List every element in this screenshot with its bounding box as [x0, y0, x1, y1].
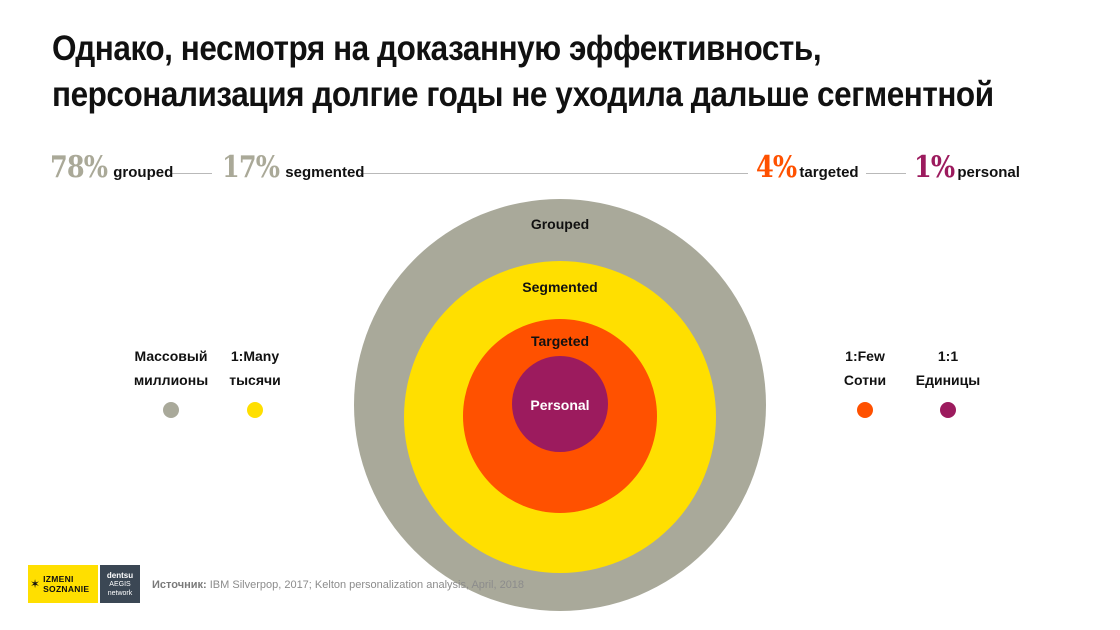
stat-personal-pct: 1%: [914, 150, 955, 185]
dentsu-aegis-logo: dentsu AEGIS network: [100, 565, 140, 603]
legend-few-line1: 1:Few: [845, 348, 885, 364]
stat-segmented-pct: 17%: [222, 150, 280, 185]
brand-mark-icon: ✶: [30, 577, 41, 591]
legend-mass-line2: миллионы: [133, 372, 209, 388]
legend-many: 1:Many тысячи: [222, 344, 288, 418]
legend-many-line1: 1:Many: [230, 348, 280, 364]
legend-one-line1: 1:1: [937, 348, 959, 364]
ring-label-segmented: Segmented: [522, 279, 598, 295]
stat-personal-label: personal: [957, 164, 1020, 181]
izmeni-soznanie-logo: ✶ IZMENI SOZNANIE: [28, 565, 98, 603]
ring-label-personal: Personal: [530, 397, 590, 413]
legend-many-dot: [247, 402, 263, 418]
stat-targeted-label: targeted: [799, 164, 859, 181]
ring-label-targeted: Targeted: [530, 333, 590, 349]
stat-grouped: 78% grouped: [50, 150, 173, 185]
stat-connector: [360, 173, 748, 174]
legend-mass-line1: Массовый: [134, 348, 208, 364]
stat-segmented: 17% segmented: [222, 150, 364, 185]
logo1-text: IZMENI SOZNANIE: [43, 574, 90, 594]
legend-few-dot: [857, 402, 873, 418]
stat-connector: [172, 173, 212, 174]
footer: ✶ IZMENI SOZNANIE dentsu AEGIS network И…: [0, 565, 1120, 605]
legend-mass: Массовый миллионы: [108, 344, 234, 418]
legend-one: 1:1 Единицы: [910, 344, 986, 418]
ring-label-grouped: Grouped: [530, 216, 590, 232]
stat-targeted-pct: 4%: [756, 150, 797, 185]
source-note: Источник: IBM Silverpop, 2017; Kelton pe…: [152, 579, 524, 591]
stat-connector: [866, 173, 906, 174]
stat-grouped-pct: 78%: [50, 150, 108, 185]
source-label: Источник:: [152, 579, 207, 591]
stat-targeted: 4% targeted: [756, 150, 859, 185]
legend-few-line2: Сотни: [843, 372, 887, 388]
page-title: Однако, несмотря на доказанную эффективн…: [52, 26, 994, 118]
legend-one-dot: [940, 402, 956, 418]
legend-one-line2: Единицы: [915, 372, 981, 388]
legend-few: 1:Few Сотни: [825, 344, 905, 418]
stats-bar: 78% grouped 17% segmented 4% targeted 1%…: [0, 150, 1120, 194]
stat-segmented-label: segmented: [285, 164, 365, 181]
stat-personal: 1% personal: [914, 150, 1020, 185]
legend-mass-dot: [163, 402, 179, 418]
ring-segmented: [404, 261, 716, 573]
stat-grouped-label: grouped: [113, 164, 174, 181]
source-text: IBM Silverpop, 2017; Kelton personalizat…: [209, 579, 525, 591]
title-line-2: персонализация долгие годы не уходила да…: [52, 75, 994, 114]
legend-many-line2: тысячи: [229, 372, 281, 388]
title-line-1: Однако, несмотря на доказанную эффективн…: [52, 29, 822, 68]
